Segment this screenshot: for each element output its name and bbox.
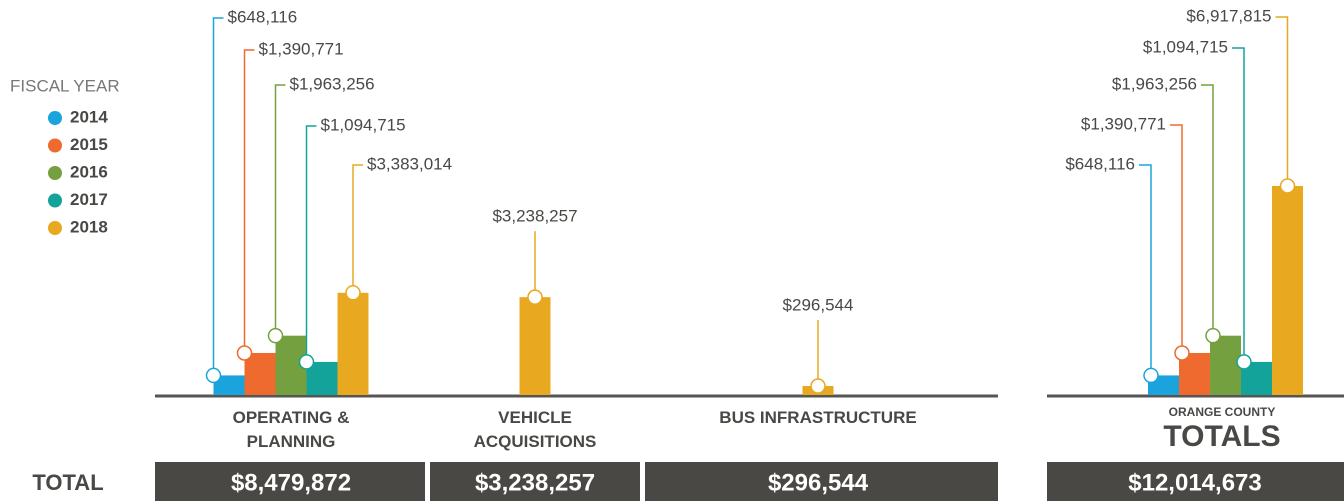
marker bbox=[267, 327, 284, 344]
value-label: $1,963,256 bbox=[290, 74, 375, 93]
leader-line bbox=[1275, 16, 1289, 186]
marker bbox=[1174, 345, 1190, 361]
total-box bbox=[645, 462, 998, 501]
bar bbox=[244, 352, 276, 395]
leader-line bbox=[1201, 84, 1214, 336]
legend-label: 2016 bbox=[70, 162, 108, 181]
category-total: $8,479,872 bbox=[231, 469, 351, 496]
value-label: $3,238,257 bbox=[492, 207, 577, 226]
value-label: $648,116 bbox=[228, 7, 298, 26]
marker bbox=[1236, 354, 1252, 370]
legend-swatch bbox=[48, 138, 62, 153]
marker bbox=[345, 285, 361, 301]
category-label: OPERATING & PLANNING bbox=[232, 408, 350, 451]
bar bbox=[519, 297, 551, 395]
marker bbox=[1143, 367, 1159, 384]
legend-swatch bbox=[48, 166, 62, 180]
leader-line bbox=[352, 164, 363, 293]
total-box bbox=[1047, 462, 1344, 501]
legend-swatch bbox=[48, 111, 62, 125]
legend-swatch bbox=[48, 221, 62, 235]
legend-label: 2018 bbox=[70, 217, 108, 236]
legend-label: 2015 bbox=[70, 135, 108, 154]
marker bbox=[527, 289, 543, 305]
value-label: $6,917,815 bbox=[1186, 6, 1271, 25]
leader-line bbox=[1170, 124, 1183, 353]
legend-label: 2014 bbox=[70, 107, 108, 126]
totals-title: TOTAL bbox=[32, 470, 103, 495]
value-label: $3,383,014 bbox=[367, 154, 452, 173]
category-total: $296,544 bbox=[768, 469, 869, 496]
grand-total: $12,014,673 bbox=[1128, 469, 1261, 496]
marker bbox=[236, 345, 253, 361]
marker bbox=[205, 367, 222, 384]
leader-line bbox=[1139, 164, 1152, 376]
leader-line bbox=[1232, 47, 1245, 362]
marker bbox=[1205, 327, 1221, 344]
leader-line bbox=[243, 49, 255, 353]
category-label: BUS INFRASTRUCTURE bbox=[719, 408, 917, 427]
totals-heading: TOTALS bbox=[1163, 420, 1280, 453]
value-label: $1,390,771 bbox=[1081, 114, 1166, 133]
value-label: $1,094,715 bbox=[321, 115, 406, 134]
value-label: $1,390,771 bbox=[259, 39, 344, 58]
value-label: $296,544 bbox=[783, 296, 854, 315]
marker bbox=[810, 378, 826, 394]
value-label: $1,094,715 bbox=[1143, 37, 1228, 56]
bar bbox=[1272, 186, 1303, 395]
bar bbox=[213, 375, 245, 395]
marker bbox=[298, 354, 315, 370]
total-box bbox=[430, 462, 640, 501]
bar bbox=[337, 292, 369, 395]
value-label: $648,116 bbox=[1065, 154, 1135, 173]
totals-subtitle: ORANGE COUNTY bbox=[1169, 405, 1276, 419]
bar bbox=[1210, 335, 1241, 395]
legend-title: FISCAL YEAR bbox=[10, 76, 120, 95]
marker bbox=[1279, 178, 1296, 194]
leader-line bbox=[274, 84, 286, 336]
category-total: $3,238,257 bbox=[475, 469, 595, 496]
value-label: $1,963,256 bbox=[1112, 74, 1197, 93]
category-label: VEHICLE ACQUISITIONS bbox=[473, 408, 597, 451]
legend-swatch bbox=[48, 193, 62, 208]
total-box bbox=[155, 462, 425, 501]
leader-line bbox=[305, 125, 317, 362]
leader-line bbox=[212, 17, 224, 376]
legend-label: 2017 bbox=[70, 190, 108, 209]
